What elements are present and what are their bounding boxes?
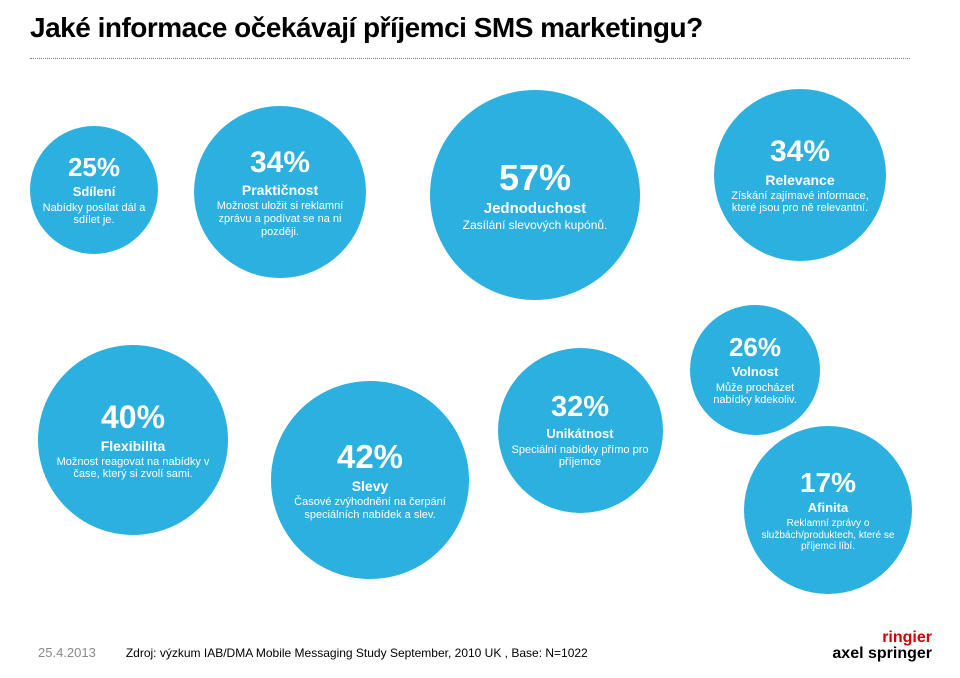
bubble-desc: Zasílání slevových kupónů. <box>457 219 614 233</box>
bubble-afinita: 17% Afinita Reklamní zprávy o službách/pro… <box>744 426 912 594</box>
bubble-sdileni: 25% Sdílení Nabídky posílat dál a sdílet j… <box>30 126 158 254</box>
bubble-desc: Získání zajímavé informace, které jsou p… <box>720 190 880 215</box>
bubble-label: Unikátnost <box>546 427 613 442</box>
bubble-relevance: 34% Relevance Získání zajímavé informace, … <box>714 89 886 261</box>
bubble-percent: 32% <box>551 391 609 424</box>
bubble-label: Jednoduchost <box>484 200 587 217</box>
footer-date: 25.4.2013 <box>38 645 96 660</box>
infographic-canvas: Jaké informace očekávají příjemci SMS ma… <box>0 0 960 678</box>
bubble-desc: Speciální nabídky přímo pro příjemce <box>504 444 657 469</box>
bubble-label: Slevy <box>352 478 389 494</box>
bubble-desc: Možnost uložit si reklamní zprávu a podí… <box>200 200 360 238</box>
bubble-percent: 25% <box>68 153 120 183</box>
bubble-desc: Možnost reagovat na nabídky v čase, kter… <box>44 456 222 481</box>
brand-logo: ringier axel springer <box>832 630 932 662</box>
brand-line1: ringier <box>832 630 932 646</box>
bubble-jednoduchost: 57% Jednoduchost Zasílání slevových kupónů… <box>430 90 640 300</box>
bubble-label: Relevance <box>765 172 834 188</box>
bubble-desc: Nabídky posílat dál a sdílet je. <box>36 202 152 227</box>
title-underline <box>30 58 910 59</box>
bubble-percent: 26% <box>729 333 781 363</box>
bubble-flexibilita: 40% Flexibilita Možnost reagovat na nabídk… <box>38 345 228 535</box>
bubble-label: Sdílení <box>73 185 116 200</box>
bubble-volnost: 26% Volnost Může procházet nabídky kdekoli… <box>690 305 820 435</box>
bubble-percent: 34% <box>250 146 310 181</box>
footer-source: Zdroj: výzkum IAB/DMA Mobile Messaging S… <box>126 646 588 660</box>
bubble-label: Praktičnost <box>242 182 318 198</box>
brand-line2: axel springer <box>832 646 932 662</box>
bubble-label: Flexibilita <box>101 438 166 454</box>
bubble-percent: 42% <box>337 438 403 476</box>
bubble-percent: 57% <box>499 157 571 198</box>
bubble-prakticnost: 34%Praktičnost Možnost uložit si reklamní… <box>194 106 366 278</box>
bubble-desc: Reklamní zprávy o službách/produktech, k… <box>750 518 906 553</box>
bubble-unikatnost: 32% Unikátnost Speciální nabídky přímo pro… <box>498 348 663 513</box>
footer: 25.4.2013 Zdroj: výzkum IAB/DMA Mobile M… <box>38 645 588 660</box>
bubble-percent: 17% <box>800 467 856 499</box>
bubble-label: Volnost <box>732 365 779 380</box>
bubble-desc: Může procházet nabídky kdekoliv. <box>696 382 814 407</box>
bubble-percent: 40% <box>101 399 165 436</box>
bubble-label: Afinita <box>808 501 848 516</box>
page-title: Jaké informace očekávají příjemci SMS ma… <box>30 12 703 44</box>
bubble-slevy: 42% Slevy Časové zvýhodnění na čerpání spe… <box>271 381 469 579</box>
bubble-desc: Časové zvýhodnění na čerpání speciálních… <box>277 496 463 521</box>
bubble-percent: 34% <box>770 135 830 170</box>
